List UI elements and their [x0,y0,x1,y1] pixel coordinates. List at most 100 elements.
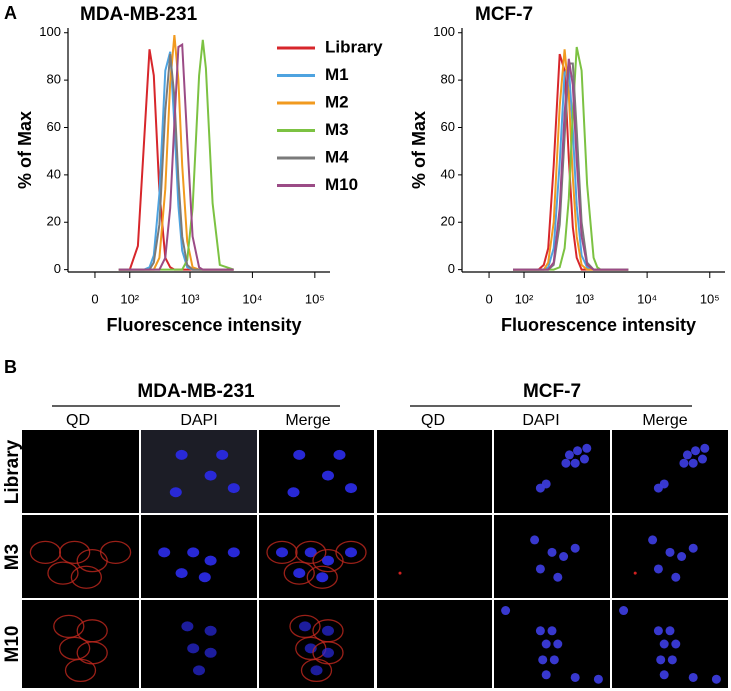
nucleus [304,547,317,558]
nucleus [553,639,563,649]
qd-signal [312,549,344,573]
y-tick-label: 0 [54,261,61,276]
nucleus [653,564,663,574]
nucleus [530,535,540,545]
nucleus [564,450,574,460]
qd-signal [64,658,97,683]
micrograph [377,430,492,513]
nucleus [187,547,200,558]
nucleus [293,568,306,579]
nucleus [700,443,710,453]
micrograph [612,430,728,513]
nucleus [553,572,563,582]
nucleus [538,655,548,665]
nucleus [158,547,171,558]
qd-signal [398,571,402,575]
nucleus [322,625,334,636]
nucleus [547,626,557,636]
nucleus [691,446,701,456]
x-tick-label: 10² [515,291,534,306]
qd-signal [633,571,637,575]
nucleus [293,449,306,460]
legend-label: M10 [325,175,358,194]
histogram-line [118,42,234,271]
y-tick-label: 100 [433,24,455,39]
qd-signal [76,549,108,573]
y-tick-label: 100 [39,24,61,39]
chart-title: MDA-MB-231 [80,4,198,25]
nucleus [187,643,200,654]
qd-signal [29,540,62,564]
micrograph [259,515,374,598]
nucleus [193,665,205,676]
y-tick-label: 20 [47,214,61,229]
qd-signal [335,540,367,564]
nucleus [541,639,551,649]
nucleus [653,626,663,636]
nucleus [671,639,681,649]
x-axis-label: Fluorescence intensity [501,315,696,335]
nucleus [648,535,658,545]
nucleus [682,450,692,460]
histogram-line [513,58,629,271]
group-title: MCF-7 [523,381,581,402]
qd-signal [59,540,91,564]
column-header: Merge [285,412,330,429]
nucleus [665,626,675,636]
nucleus [549,655,559,665]
nucleus [175,449,188,460]
legend-label: M4 [325,147,349,166]
x-tick-label: 0 [91,291,98,306]
y-tick-label: 0 [448,261,455,276]
x-tick-label: 10² [120,291,139,306]
nucleus [582,443,592,453]
micrograph [494,600,610,688]
chart-title: MCF-7 [475,4,533,25]
row-label: M3 [2,544,23,570]
row-label: M10 [2,626,23,663]
nucleus [688,672,698,682]
row-label: Library [2,439,23,504]
panel-label: A [4,3,17,23]
nucleus [535,564,545,574]
column-header: DAPI [522,412,559,429]
nucleus [659,639,669,649]
legend-label: M3 [325,120,349,139]
x-tick-label: 0 [485,291,492,306]
nucleus [345,547,357,558]
column-header: Merge [642,412,687,429]
x-tick-label: 10⁴ [242,291,262,306]
qd-signal [99,540,132,564]
x-axis-label: Fluorescence intensity [106,315,301,335]
nucleus [333,449,346,460]
nucleus [345,483,357,494]
qd-signal [70,565,102,589]
x-tick-label: 10⁵ [700,291,720,306]
column-header: QD [66,412,90,429]
nucleus [667,655,677,665]
nucleus [310,665,323,676]
nucleus [679,458,689,468]
qd-signal [306,565,338,589]
qd-signal [295,540,327,564]
qd-signal [53,614,85,639]
legend-label: M1 [325,65,349,84]
micrograph [141,515,257,598]
nucleus [688,543,698,553]
nucleus [541,670,551,680]
micrograph [141,430,257,513]
nucleus [316,572,329,583]
y-axis-label: % of Max [15,111,35,189]
micrograph [259,430,374,513]
qd-signal [266,540,298,564]
nucleus [659,479,669,489]
nucleus [570,458,580,468]
nucleus [579,454,589,464]
qd-signal [283,561,315,585]
nucleus [561,458,571,468]
micrograph [22,515,139,598]
column-header: DAPI [180,412,217,429]
nucleus [656,655,666,665]
nucleus [175,568,188,579]
